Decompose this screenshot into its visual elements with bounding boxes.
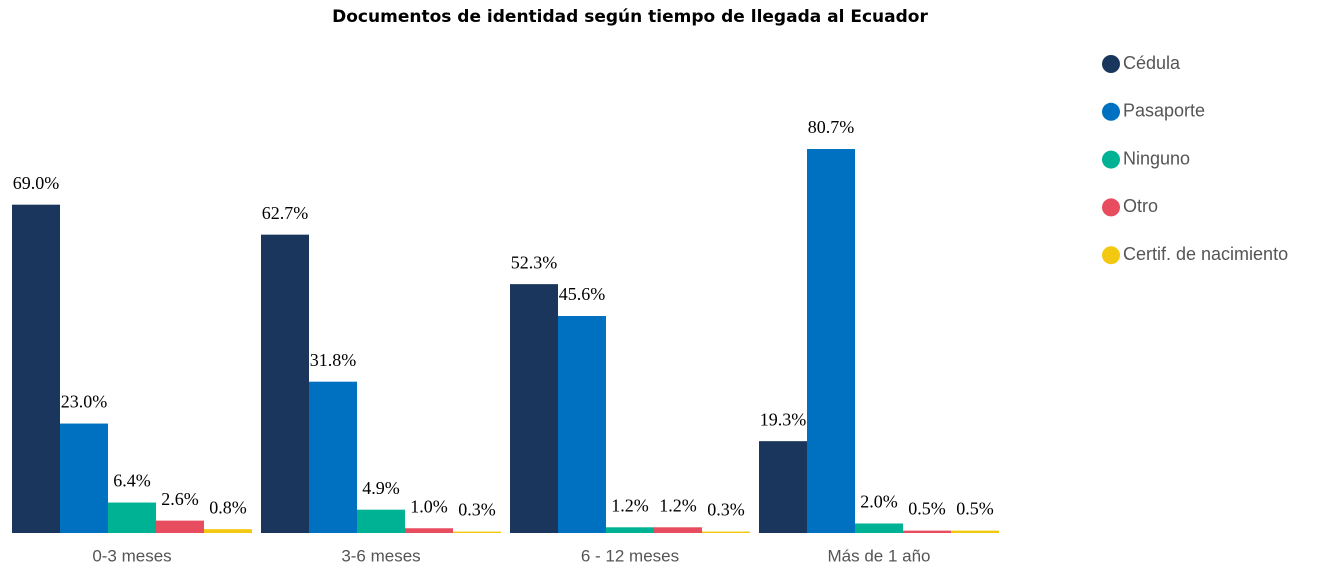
x-tick-label: 0-3 meses — [92, 546, 171, 565]
data-label: 69.0% — [13, 173, 60, 193]
data-label: 1.2% — [659, 495, 697, 515]
bar — [558, 316, 606, 533]
legend-marker — [1102, 198, 1120, 217]
bar — [357, 509, 405, 533]
chart-title: Documentos de identidad según tiempo de … — [332, 7, 928, 27]
bar — [405, 528, 453, 533]
legend-label: Certif. de nacimiento — [1123, 244, 1288, 264]
bar — [951, 530, 999, 533]
legend-marker — [1102, 150, 1120, 169]
data-label: 2.0% — [860, 492, 898, 512]
data-label: 0.8% — [209, 497, 247, 517]
legend-marker — [1102, 55, 1120, 73]
data-label: 2.6% — [161, 489, 199, 509]
legend-label: Cédula — [1123, 53, 1181, 73]
data-label: 52.3% — [511, 252, 558, 272]
bar — [309, 381, 357, 533]
legend-marker — [1102, 246, 1120, 265]
legend-label: Otro — [1123, 196, 1158, 216]
bar — [654, 527, 702, 533]
data-label: 4.9% — [362, 478, 400, 498]
bar — [453, 531, 501, 533]
bar — [807, 149, 855, 533]
data-label: 6.4% — [113, 471, 151, 491]
bar — [156, 520, 204, 533]
bar — [510, 284, 558, 533]
bar — [855, 523, 903, 533]
bar — [903, 530, 951, 533]
bar — [702, 531, 750, 533]
legend-label: Ninguno — [1123, 148, 1190, 168]
bar — [261, 234, 309, 533]
data-label: 0.3% — [707, 500, 745, 520]
data-label: 0.3% — [458, 500, 496, 520]
legend-label: Pasaporte — [1123, 101, 1205, 121]
legend-marker — [1102, 102, 1120, 121]
bar — [204, 529, 252, 533]
bar — [606, 527, 654, 533]
bar — [12, 204, 60, 534]
data-label: 31.8% — [310, 350, 357, 370]
data-label: 1.2% — [611, 495, 649, 515]
bar — [60, 423, 108, 533]
data-label: 62.7% — [262, 203, 309, 223]
data-label: 0.5% — [908, 499, 946, 519]
x-tick-label: 3-6 meses — [341, 546, 420, 565]
data-label: 0.5% — [956, 499, 994, 519]
data-label: 23.0% — [61, 392, 108, 412]
bar — [759, 441, 807, 533]
bar — [108, 502, 156, 533]
data-label: 45.6% — [559, 284, 606, 304]
data-label: 80.7% — [808, 117, 855, 137]
data-label: 1.0% — [410, 496, 448, 516]
data-label: 19.3% — [760, 409, 807, 429]
x-tick-label: 6 - 12 meses — [581, 546, 679, 565]
x-tick-label: Más de 1 año — [827, 546, 930, 565]
